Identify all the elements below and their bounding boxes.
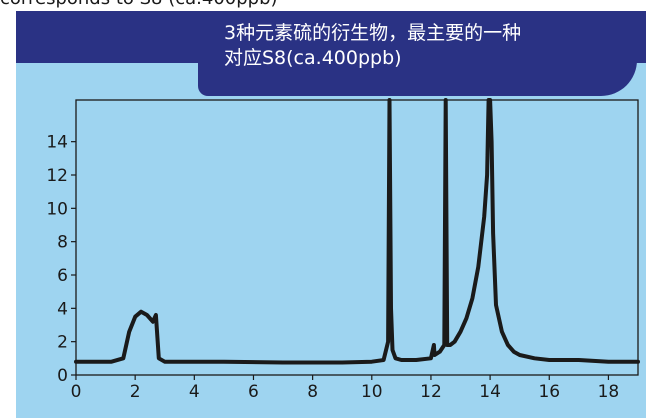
x-tick-label: 0 bbox=[71, 382, 82, 402]
x-tick-label: 14 bbox=[479, 382, 501, 402]
callout-box: 3种元素硫的衍生物，最主要的一种 对应S8(ca.400ppb) bbox=[198, 11, 637, 96]
x-tick-label: 10 bbox=[361, 382, 383, 402]
y-tick-label: 2 bbox=[57, 333, 68, 353]
y-tick-label: 10 bbox=[46, 199, 68, 219]
x-tick-label: 8 bbox=[307, 382, 318, 402]
y-tick-label: 6 bbox=[57, 266, 68, 286]
y-tick-label: 0 bbox=[57, 366, 68, 386]
y-tick-label: 14 bbox=[46, 133, 68, 153]
x-tick-label: 12 bbox=[420, 382, 442, 402]
callout-line-2: 对应S8(ca.400ppb) bbox=[224, 47, 402, 69]
x-tick-label: 2 bbox=[130, 382, 141, 402]
plot-frame bbox=[75, 99, 639, 376]
chromatogram-trace bbox=[74, 98, 640, 365]
x-tick-label: 4 bbox=[189, 382, 200, 402]
y-tick-label: 4 bbox=[57, 299, 68, 319]
x-tick-label: 6 bbox=[248, 382, 259, 402]
y-tick-label: 12 bbox=[46, 166, 68, 186]
x-tick-label: 18 bbox=[598, 382, 620, 402]
top-caption: corresponds to S8 (ca.400ppb) bbox=[0, 0, 646, 10]
y-tick-label: 8 bbox=[57, 233, 68, 253]
callout-line-1: 3种元素硫的衍生物，最主要的一种 bbox=[224, 22, 522, 44]
x-tick-label: 16 bbox=[538, 382, 560, 402]
